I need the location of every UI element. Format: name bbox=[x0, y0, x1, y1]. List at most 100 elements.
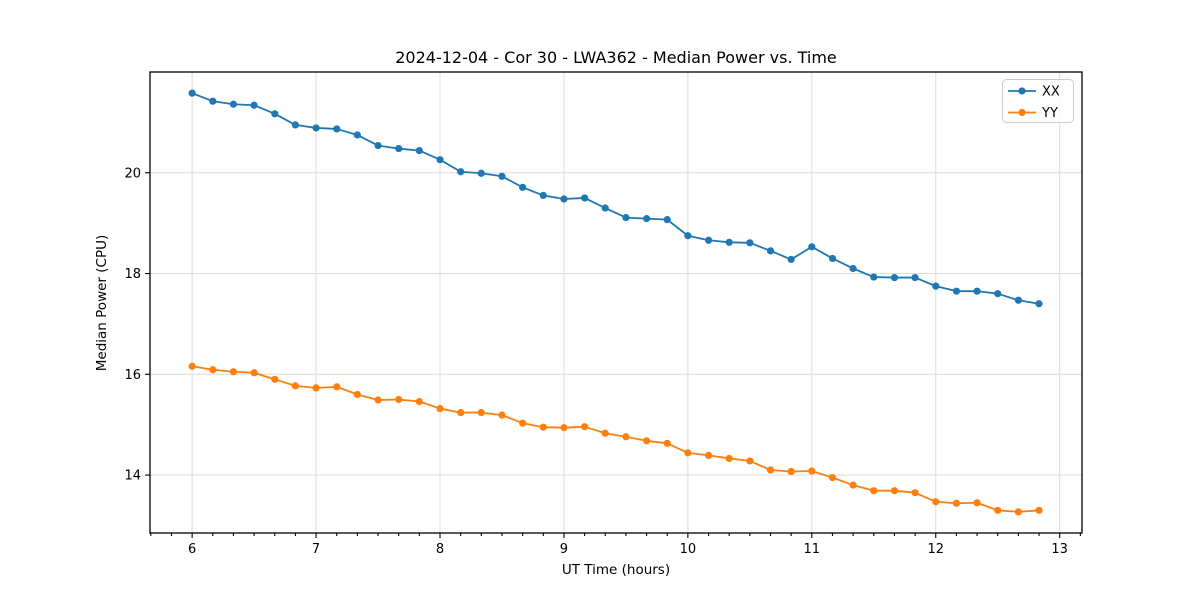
data-point-yy bbox=[1014, 508, 1023, 516]
y-tick-label: 14 bbox=[124, 469, 141, 484]
x-tick-label: 10 bbox=[680, 542, 697, 557]
data-point-yy bbox=[622, 433, 630, 441]
y-tick-label: 16 bbox=[124, 368, 141, 383]
data-point-xx bbox=[952, 287, 961, 295]
x-tick-label: 12 bbox=[927, 542, 944, 557]
data-point-xx bbox=[333, 125, 341, 133]
plot-border bbox=[149, 71, 1083, 534]
data-point-xx bbox=[188, 89, 196, 97]
legend-label: YY bbox=[1041, 106, 1058, 121]
data-point-xx bbox=[684, 232, 692, 240]
data-point-yy bbox=[353, 390, 361, 399]
x-tick-label: 8 bbox=[436, 542, 444, 557]
data-point-xx bbox=[849, 264, 857, 273]
data-point-xx bbox=[250, 101, 258, 109]
data-point-yy bbox=[725, 454, 733, 463]
legend-item-yy: YY bbox=[1008, 106, 1058, 121]
data-point-xx bbox=[209, 97, 217, 105]
legend-box bbox=[1002, 79, 1074, 123]
data-point-yy bbox=[188, 362, 196, 370]
data-point-xx bbox=[808, 243, 816, 251]
y-tick-label: 20 bbox=[124, 166, 141, 181]
data-point-xx bbox=[581, 194, 589, 202]
data-point-xx bbox=[766, 247, 775, 255]
axes-layer: 6 7 8 9 10 11 12 13 14 16 18 20 bbox=[124, 71, 1083, 557]
data-point-xx bbox=[663, 216, 671, 224]
data-point-yy bbox=[870, 487, 878, 495]
data-point-yy bbox=[560, 424, 568, 432]
data-point-yy bbox=[994, 506, 1002, 514]
data-point-yy bbox=[932, 498, 940, 506]
series-line-xx bbox=[191, 92, 1040, 305]
data-point-xx bbox=[890, 273, 899, 282]
data-point-yy bbox=[663, 439, 671, 447]
data-point-xx bbox=[415, 146, 423, 155]
data-point-yy bbox=[808, 467, 816, 475]
data-point-yy bbox=[643, 437, 651, 445]
data-point-yy bbox=[539, 423, 547, 431]
data-point-yy bbox=[684, 449, 692, 457]
data-point-xx bbox=[704, 236, 713, 244]
data-point-yy bbox=[581, 423, 589, 431]
legend-item-xx: XX bbox=[1008, 85, 1060, 100]
data-point-yy bbox=[498, 411, 506, 419]
data-point-xx bbox=[828, 254, 837, 263]
data-point-xx bbox=[870, 273, 878, 281]
data-point-yy bbox=[519, 419, 527, 427]
data-point-xx bbox=[395, 144, 403, 153]
data-point-yy bbox=[828, 473, 837, 482]
data-point-xx bbox=[787, 255, 795, 264]
data-point-yy bbox=[229, 368, 238, 376]
x-tick-label: 9 bbox=[560, 542, 568, 557]
data-point-xx bbox=[601, 204, 609, 212]
data-point-xx bbox=[643, 215, 651, 223]
data-point-xx bbox=[725, 238, 733, 246]
data-point-xx bbox=[539, 191, 547, 200]
data-point-yy bbox=[415, 397, 423, 406]
data-point-xx bbox=[932, 282, 940, 290]
data-point-yy bbox=[291, 382, 299, 390]
data-point-yy bbox=[746, 457, 754, 465]
data-point-yy bbox=[787, 467, 795, 476]
data-point-xx bbox=[229, 100, 238, 108]
y-axis-label: Median Power (CPU) bbox=[94, 235, 110, 371]
data-point-yy bbox=[436, 404, 444, 413]
data-point-yy bbox=[849, 481, 857, 489]
x-tick-label: 7 bbox=[312, 542, 320, 557]
data-point-xx bbox=[1035, 300, 1043, 308]
y-tick-label: 18 bbox=[124, 267, 141, 282]
data-point-yy bbox=[312, 384, 320, 392]
data-point-xx bbox=[477, 169, 485, 177]
legend-marker-icon bbox=[1018, 108, 1026, 117]
data-point-yy bbox=[333, 383, 341, 391]
x-tick-label: 11 bbox=[804, 542, 821, 557]
series-layer bbox=[188, 89, 1043, 516]
legend-marker-icon bbox=[1018, 87, 1026, 95]
data-point-xx bbox=[519, 183, 527, 191]
grid-layer bbox=[150, 72, 1082, 533]
data-point-yy bbox=[1035, 506, 1043, 514]
data-point-yy bbox=[395, 395, 403, 404]
data-point-xx bbox=[436, 156, 444, 164]
data-point-xx bbox=[746, 239, 754, 247]
x-tick-label: 6 bbox=[188, 542, 196, 557]
data-point-xx bbox=[994, 290, 1002, 298]
data-point-xx bbox=[622, 214, 630, 222]
data-point-xx bbox=[312, 124, 320, 132]
data-point-yy bbox=[477, 408, 485, 417]
data-point-yy bbox=[250, 369, 258, 377]
data-point-yy bbox=[209, 366, 217, 374]
data-point-xx bbox=[498, 172, 506, 180]
data-point-xx bbox=[353, 131, 361, 139]
data-point-xx bbox=[271, 110, 279, 118]
legend-label: XX bbox=[1042, 85, 1060, 100]
data-point-yy bbox=[952, 499, 961, 507]
x-axis-label: UT Time (hours) bbox=[562, 562, 670, 578]
data-point-yy bbox=[374, 396, 382, 404]
data-point-yy bbox=[704, 451, 713, 460]
data-point-yy bbox=[271, 375, 279, 383]
data-point-xx bbox=[457, 168, 465, 176]
data-point-xx bbox=[291, 121, 299, 129]
